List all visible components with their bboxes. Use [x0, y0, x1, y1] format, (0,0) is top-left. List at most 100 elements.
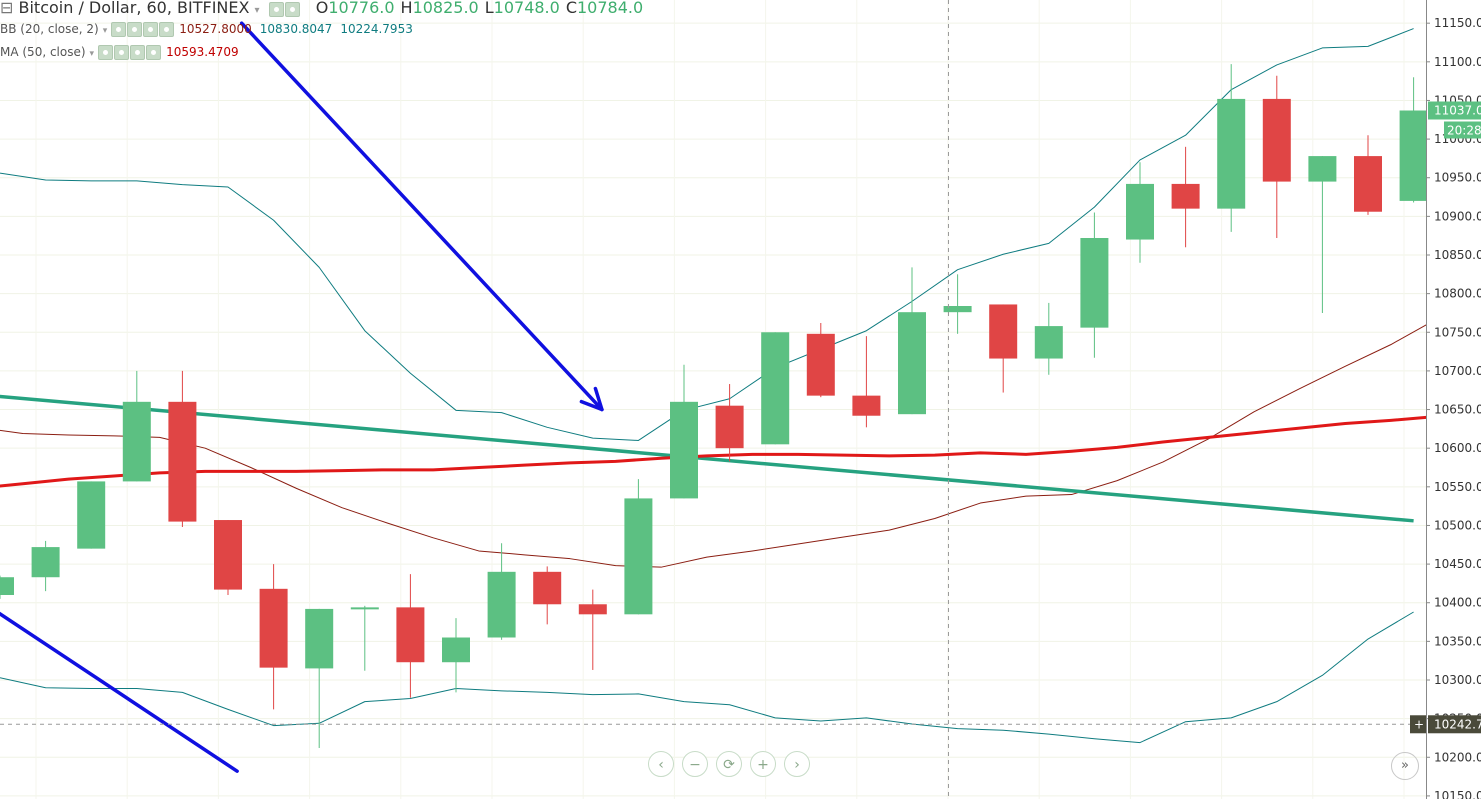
ohlc-value: 10776.0	[328, 0, 395, 17]
series-controls[interactable]	[268, 0, 301, 18]
price-axis[interactable]: 11150.011100.011050.011000.010950.010900…	[1410, 0, 1481, 799]
scroll-left-button[interactable]: ‹	[648, 751, 674, 777]
chart-header: ⊟ Bitcoin / Dollar, 60, BITFINEX ▾ O1077…	[0, 0, 643, 18]
crosshair	[0, 0, 1426, 799]
candle-body	[1034, 326, 1063, 359]
indicator-label[interactable]: BB (20, close, 2)	[0, 22, 99, 36]
scroll-to-realtime-button[interactable]: »	[1391, 752, 1419, 780]
dropdown-arrow-icon[interactable]: ▾	[89, 49, 95, 59]
candle-body	[624, 498, 653, 615]
price-tick-label: 10800.0	[1434, 287, 1481, 301]
visibility-icon[interactable]	[268, 2, 284, 17]
candle-down	[989, 304, 1018, 393]
price-tick-label: 10200.0	[1434, 750, 1481, 764]
candle-body	[0, 577, 14, 595]
indicator-label[interactable]: MA (50, close)	[0, 45, 86, 59]
candle-down	[214, 520, 242, 595]
collapse-icon[interactable]: ⊟	[0, 0, 14, 17]
crosshair-plus: +	[1414, 717, 1424, 731]
candle-up	[1308, 156, 1337, 313]
price-tick-label: 10900.0	[1434, 209, 1481, 223]
price-tick-label: 10500.0	[1434, 518, 1481, 532]
indicator-value: 10830.8047	[259, 22, 333, 36]
price-tick-label: 10550.0	[1434, 480, 1481, 494]
arrowhead	[579, 386, 604, 412]
dropdown-arrow-icon[interactable]: ▾	[254, 5, 260, 16]
visibility-icon[interactable]	[98, 45, 114, 60]
ohlc-label: L	[484, 0, 494, 17]
drawn-line	[239, 21, 604, 412]
candle-body	[943, 306, 972, 313]
symbol-title[interactable]: Bitcoin / Dollar, 60, BITFINEX	[18, 0, 250, 17]
indicator-controls[interactable]	[111, 22, 175, 37]
bb-upper-line	[0, 28, 1414, 441]
move-icon[interactable]	[130, 45, 146, 60]
move-icon[interactable]	[143, 22, 159, 37]
indicator-controls[interactable]	[98, 45, 162, 60]
candle-body	[533, 571, 562, 605]
candle-up	[350, 605, 379, 671]
settings-icon[interactable]	[114, 45, 130, 60]
bollinger-bands	[0, 28, 1437, 744]
zoom-in-button[interactable]: +	[750, 751, 776, 777]
remove-icon[interactable]	[146, 45, 162, 60]
candle-body	[1354, 156, 1382, 212]
ohlc-value: 10784.0	[577, 0, 644, 17]
candle-body	[122, 401, 151, 482]
indicator-value: 10224.7953	[340, 22, 413, 36]
ohlc-values: O10776.0 H10825.0 L10748.0 C10784.0	[310, 0, 643, 17]
candle-up	[1399, 77, 1428, 203]
candle-body	[259, 588, 288, 668]
reset-button[interactable]: ⟳	[716, 751, 742, 777]
candlesticks	[0, 64, 1428, 748]
candle-up	[0, 575, 14, 599]
candle-down	[715, 384, 744, 462]
settings-icon[interactable]	[127, 22, 143, 37]
dropdown-arrow-icon[interactable]: ▾	[102, 26, 108, 36]
candle-body	[350, 607, 379, 610]
chart-navigation: ‹ − ⟳ + ›	[648, 751, 810, 777]
candle-down	[1262, 75, 1291, 238]
candle-down	[578, 589, 607, 670]
countdown-badge	[1444, 121, 1481, 139]
scroll-right-button[interactable]: ›	[784, 751, 810, 777]
price-tick-label: 11100.0	[1434, 55, 1481, 69]
price-tick-label: 10950.0	[1434, 171, 1481, 185]
visibility-icon[interactable]	[111, 22, 127, 37]
candle-up	[305, 608, 334, 748]
candle-up	[670, 364, 698, 499]
crosshair-price-badge	[1428, 715, 1481, 734]
price-tick-label: 10150.0	[1434, 789, 1481, 799]
candle-body	[1080, 238, 1109, 328]
candle-up	[77, 481, 106, 549]
candle-down	[806, 323, 835, 398]
candle-body	[31, 547, 60, 578]
price-tick-label: 10300.0	[1434, 673, 1481, 687]
candle-body	[305, 608, 334, 669]
drawing-layer[interactable]	[0, 21, 604, 773]
candle-up	[898, 267, 926, 415]
price-tick-label: 10850.0	[1434, 248, 1481, 262]
grid	[0, 0, 1426, 799]
bb-lower-line	[0, 611, 1414, 744]
zoom-out-button[interactable]: −	[682, 751, 708, 777]
candle-body	[77, 481, 106, 549]
price-tick-label: 11150.0	[1434, 16, 1481, 30]
trendline-layer[interactable]	[0, 394, 1414, 523]
candle-body	[1171, 183, 1200, 209]
candle-up	[943, 274, 972, 334]
candle-body	[396, 607, 425, 663]
trendline	[0, 394, 1414, 523]
candle-down	[852, 336, 881, 428]
candle-up	[31, 540, 60, 592]
drawn-line	[0, 611, 239, 773]
ohlc-label: C	[565, 0, 577, 17]
remove-icon[interactable]	[159, 22, 175, 37]
candle-body	[1308, 156, 1337, 182]
candle-body	[578, 604, 607, 615]
candle-up	[1126, 162, 1154, 263]
indicator-row: MA (50, close) ▾ 10593.4709	[0, 45, 247, 60]
settings-icon[interactable]	[284, 2, 300, 17]
candle-body	[487, 571, 516, 638]
